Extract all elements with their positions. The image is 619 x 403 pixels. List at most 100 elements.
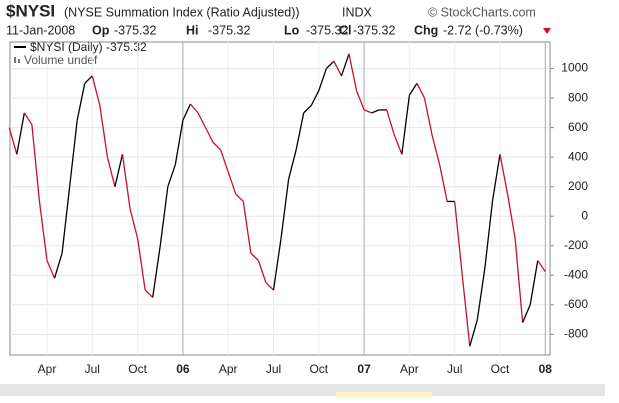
line-segment: [431, 134, 441, 165]
quote-label: Lo: [284, 23, 300, 37]
y-tick-label: 600: [568, 120, 588, 134]
line-segment: [189, 103, 199, 114]
line-segment: [506, 193, 516, 239]
y-tick-label: -600: [564, 297, 588, 311]
line-segment: [522, 304, 531, 323]
line-segment: [38, 201, 48, 261]
footer-highlight: [336, 392, 432, 398]
line-segment: [491, 154, 501, 202]
line-segment: [371, 109, 380, 114]
line-segment: [265, 282, 274, 291]
line-segment: [152, 245, 161, 298]
line-segment: [401, 95, 411, 155]
line-segment: [106, 156, 116, 187]
y-tick-label: 1000: [561, 61, 588, 75]
y-tick-label: -800: [564, 327, 588, 341]
change-value: -2.72 (-0.73%): [443, 23, 523, 37]
line-segment: [8, 127, 18, 155]
line-segment: [514, 238, 524, 323]
x-tick-label: Apr: [219, 362, 238, 376]
line-segment: [174, 120, 184, 165]
line-segment: [212, 141, 222, 151]
line-segment: [204, 127, 214, 143]
line-segment: [220, 149, 229, 173]
x-tick-label: Oct: [309, 362, 328, 376]
line-segment: [159, 186, 169, 246]
quote-label: Hi: [186, 23, 199, 37]
y-tick-label: -200: [564, 238, 588, 252]
source: © StockCharts.com: [428, 5, 536, 19]
legend-label: $NYSI (Daily) -375.32: [30, 40, 147, 54]
line-segment: [46, 260, 56, 279]
quote-value: -375.32: [353, 23, 395, 37]
x-tick-label: 08: [539, 362, 553, 376]
x-tick-label: Apr: [38, 362, 57, 376]
line-segment: [250, 252, 259, 261]
line-segment: [23, 112, 33, 126]
quote-label: Cl: [339, 23, 352, 37]
y-tick-label: 200: [568, 179, 588, 193]
line-segment: [438, 164, 448, 202]
line-segment: [242, 201, 252, 254]
line-segment: [355, 90, 365, 111]
change-label: Chg: [414, 23, 438, 37]
line-segment: [16, 112, 25, 155]
volume-icon: [18, 59, 20, 63]
line-segment: [235, 193, 244, 202]
chart-subtitle: (NYSE Summation Index (Ratio Adjusted)): [64, 5, 300, 19]
line-segment: [197, 112, 207, 128]
line-segment: [182, 103, 192, 121]
line-segment: [136, 238, 146, 291]
quote-value: -375.32: [114, 23, 156, 37]
line-segment: [114, 154, 124, 187]
line-segment: [393, 134, 403, 155]
line-segment: [537, 260, 546, 272]
x-tick-label: 07: [357, 362, 371, 376]
x-tick-label: 06: [176, 362, 190, 376]
quote-value: -375.32: [306, 23, 348, 37]
line-segment: [499, 154, 509, 195]
line-segment: [129, 208, 139, 239]
line-segment: [69, 120, 78, 187]
line-segment: [61, 186, 71, 254]
line-segment: [91, 75, 101, 106]
line-segment: [31, 124, 41, 202]
line-segment: [99, 105, 109, 158]
volume-label: Volume undef: [24, 53, 98, 67]
line-segment: [333, 60, 343, 77]
line-segment: [318, 68, 327, 91]
x-tick-label: Apr: [400, 362, 419, 376]
line-segment: [386, 109, 395, 136]
quote-label: Op: [92, 23, 110, 37]
volume-icon: [14, 57, 16, 63]
line-segment: [53, 252, 63, 279]
line-segment: [272, 238, 282, 291]
line-segment: [144, 289, 154, 298]
line-segment: [167, 164, 176, 187]
line-segment: [325, 60, 335, 70]
y-tick-label: 800: [568, 90, 588, 104]
y-tick-label: 400: [568, 149, 588, 163]
x-tick-label: Oct: [128, 362, 147, 376]
footer-bar: [0, 384, 605, 396]
y-tick-label: 0: [581, 208, 588, 222]
line-segment: [295, 112, 305, 150]
line-segment: [469, 319, 478, 347]
plot-frame: [9, 41, 551, 356]
line-segment: [408, 82, 418, 96]
line-segment: [363, 109, 372, 114]
line-segment: [287, 149, 297, 180]
line-segment: [84, 75, 93, 84]
line-segment: [416, 83, 426, 99]
down-arrow: [543, 28, 551, 34]
line-segment: [529, 260, 539, 305]
x-tick-label: Jul: [266, 362, 281, 376]
line-segment: [454, 201, 463, 276]
line-segment: [303, 105, 312, 114]
line-segment: [484, 201, 494, 268]
line-segment: [423, 97, 433, 136]
line-segment: [76, 83, 86, 121]
